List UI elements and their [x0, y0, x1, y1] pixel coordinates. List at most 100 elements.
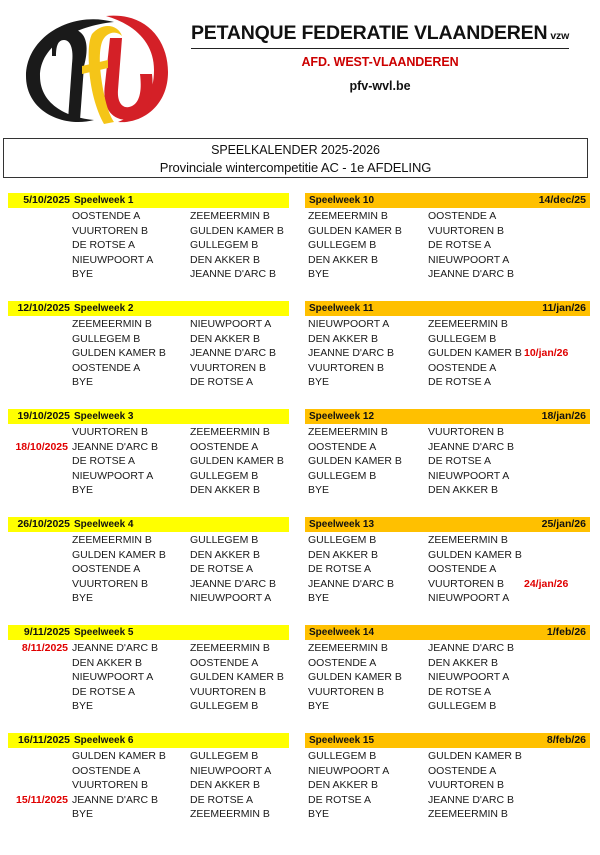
match-away-team: OOSTENDE A	[428, 764, 497, 777]
week-label: Speelweek 3	[74, 411, 134, 422]
week-label: Speelweek 10	[309, 195, 375, 206]
week-header[interactable]: 9/11/2025 Speelweek 5	[8, 625, 289, 640]
match-row: ZEEMEERMIN B VUURTOREN B	[300, 425, 600, 440]
match-row: GULLEGEM B ZEEMEERMIN B	[300, 533, 600, 548]
week-header[interactable]: 16/11/2025 Speelweek 6	[8, 733, 289, 748]
match-home-team: OOSTENDE A	[72, 764, 141, 777]
week-header[interactable]: 12/10/2025 Speelweek 2	[8, 301, 289, 316]
match-away-team: JEANNE D'ARC B	[428, 440, 515, 453]
match-away-team: JEANNE D'ARC B	[428, 268, 515, 281]
org-name: PETANQUE FEDERATIE VLAANDEREN vzw	[190, 22, 570, 49]
week-header[interactable]: Speelweek 13 25/jan/26	[305, 517, 590, 532]
match-home-team: BYE	[308, 376, 330, 389]
week-label: Speelweek 12	[309, 411, 375, 422]
week-date: 8/feb/26	[546, 734, 586, 746]
match-alt-date: 18/10/2025	[15, 440, 68, 453]
match-home-team: DE ROTSE A	[72, 239, 136, 252]
week-date: 18/jan/26	[541, 410, 586, 422]
match-row: OOSTENDE A NIEUWPOORT A	[0, 764, 300, 779]
match-home-team: GULDEN KAMER B	[72, 548, 166, 561]
match-away-team: NIEUWPOORT A	[428, 671, 510, 684]
match-away-team: GULDEN KAMER B	[428, 750, 522, 762]
match-row: DE ROTSE A OOSTENDE A	[300, 562, 600, 577]
match-row: OOSTENDE A JEANNE D'ARC B	[300, 440, 600, 455]
match-home-team: GULDEN KAMER B	[72, 750, 166, 762]
match-away-team: OOSTENDE A	[428, 361, 497, 374]
match-row: GULLEGEM B DE ROTSE A	[300, 238, 600, 253]
org-website: pfv-wvl.be	[349, 79, 411, 93]
match-row: BYE DEN AKKER B	[300, 483, 600, 498]
match-away-team: GULDEN KAMER B	[190, 224, 284, 237]
match-away-team: GULDEN KAMER B	[190, 671, 284, 684]
match-home-team: BYE	[308, 268, 330, 281]
week-label: Speelweek 6	[74, 735, 134, 746]
match-away-team: NIEUWPOORT A	[428, 592, 510, 605]
week-header[interactable]: Speelweek 15 8/feb/26	[305, 733, 590, 748]
org-name-suffix: vzw	[550, 30, 570, 42]
match-home-team: NIEUWPOORT A	[72, 253, 154, 266]
match-home-team: ZEEMEERMIN B	[72, 534, 152, 546]
match-away-team: GULDEN KAMER B	[190, 455, 284, 468]
week-block: 12/10/2025 Speelweek 2 ZEEMEERMIN B NIEUWPO…	[0, 301, 300, 409]
match-row: OOSTENDE A DEN AKKER B	[300, 656, 600, 671]
match-away-team: JEANNE D'ARC B	[428, 642, 515, 654]
match-away-team: ZEEMEERMIN B	[190, 210, 270, 222]
match-row: BYE GULLEGEM B	[300, 699, 600, 714]
week-header[interactable]: 26/10/2025 Speelweek 4	[8, 517, 289, 532]
match-home-team: GULLEGEM B	[72, 332, 141, 345]
match-row: BYE ZEEMEERMIN B	[300, 807, 600, 822]
match-home-team: JEANNE D'ARC B	[72, 793, 159, 806]
match-home-team: OOSTENDE A	[308, 656, 377, 669]
week-block: 16/11/2025 Speelweek 6 GULDEN KAMER B GULLE…	[0, 733, 300, 841]
match-home-team: ZEEMEERMIN B	[72, 318, 152, 330]
week-header[interactable]: Speelweek 14 1/feb/26	[305, 625, 590, 640]
match-away-team: ZEEMEERMIN B	[190, 426, 270, 438]
match-home-team: DEN AKKER B	[308, 548, 379, 561]
pfv-logo	[18, 8, 174, 130]
match-away-team: GULLEGEM B	[428, 332, 497, 345]
match-home-team: NIEUWPOORT A	[72, 671, 154, 684]
match-home-team: ZEEMEERMIN B	[308, 642, 388, 654]
match-home-team: GULDEN KAMER B	[308, 455, 402, 468]
week-header[interactable]: 19/10/2025 Speelweek 3	[8, 409, 289, 424]
match-row: ZEEMEERMIN B OOSTENDE A	[300, 209, 600, 224]
match-away-team: VUURTOREN B	[428, 577, 505, 590]
match-away-team: JEANNE D'ARC B	[190, 347, 277, 360]
match-away-team: NIEUWPOORT A	[190, 592, 272, 605]
week-block: 19/10/2025 Speelweek 3 VUURTOREN B ZEEMEERM…	[0, 409, 300, 517]
match-away-team: OOSTENDE A	[190, 656, 259, 669]
week-header[interactable]: Speelweek 11 11/jan/26	[305, 301, 590, 316]
week-date: 19/10/2025	[17, 410, 70, 422]
match-home-team: OOSTENDE A	[72, 361, 141, 374]
match-row: VUURTOREN B DE ROTSE A	[300, 685, 600, 700]
week-header[interactable]: 5/10/2025 Speelweek 1	[8, 193, 289, 208]
page-header: PETANQUE FEDERATIE VLAANDEREN vzw AFD. WE…	[0, 0, 600, 136]
match-row: GULDEN KAMER B DEN AKKER B	[0, 548, 300, 563]
match-home-team: JEANNE D'ARC B	[308, 347, 395, 360]
match-row: DEN AKKER B OOSTENDE A	[0, 656, 300, 671]
match-home-team: VUURTOREN B	[308, 361, 385, 374]
week-date: 5/10/2025	[23, 194, 70, 206]
match-row: OOSTENDE A DE ROTSE A	[0, 562, 300, 577]
match-away-team: ZEEMEERMIN B	[428, 808, 508, 821]
match-home-team: OOSTENDE A	[72, 563, 141, 576]
match-away-team: ZEEMEERMIN B	[190, 642, 270, 654]
match-alt-date: 15/11/2025	[16, 793, 68, 806]
match-home-team: BYE	[72, 592, 94, 605]
match-home-team: GULLEGEM B	[308, 469, 377, 482]
week-header[interactable]: Speelweek 12 18/jan/26	[305, 409, 590, 424]
match-row: BYE GULLEGEM B	[0, 699, 300, 714]
match-home-team: VUURTOREN B	[72, 779, 149, 792]
match-away-team: VUURTOREN B	[428, 224, 505, 237]
match-home-team: DE ROTSE A	[72, 685, 136, 698]
match-home-team: DE ROTSE A	[308, 793, 372, 806]
week-header[interactable]: Speelweek 10 14/dec/25	[305, 193, 590, 208]
match-away-team: NIEUWPOORT A	[190, 764, 272, 777]
match-row: DE ROTSE A GULLEGEM B	[0, 238, 300, 253]
match-row: VUURTOREN B DEN AKKER B	[0, 778, 300, 793]
match-away-team: ZEEMEERMIN B	[428, 534, 508, 546]
week-block: 26/10/2025 Speelweek 4 ZEEMEERMIN B GULLEGE…	[0, 517, 300, 625]
match-row: BYE JEANNE D'ARC B	[300, 267, 600, 282]
match-home-team: ZEEMEERMIN B	[308, 210, 388, 222]
match-away-team: DE ROTSE A	[428, 239, 492, 252]
